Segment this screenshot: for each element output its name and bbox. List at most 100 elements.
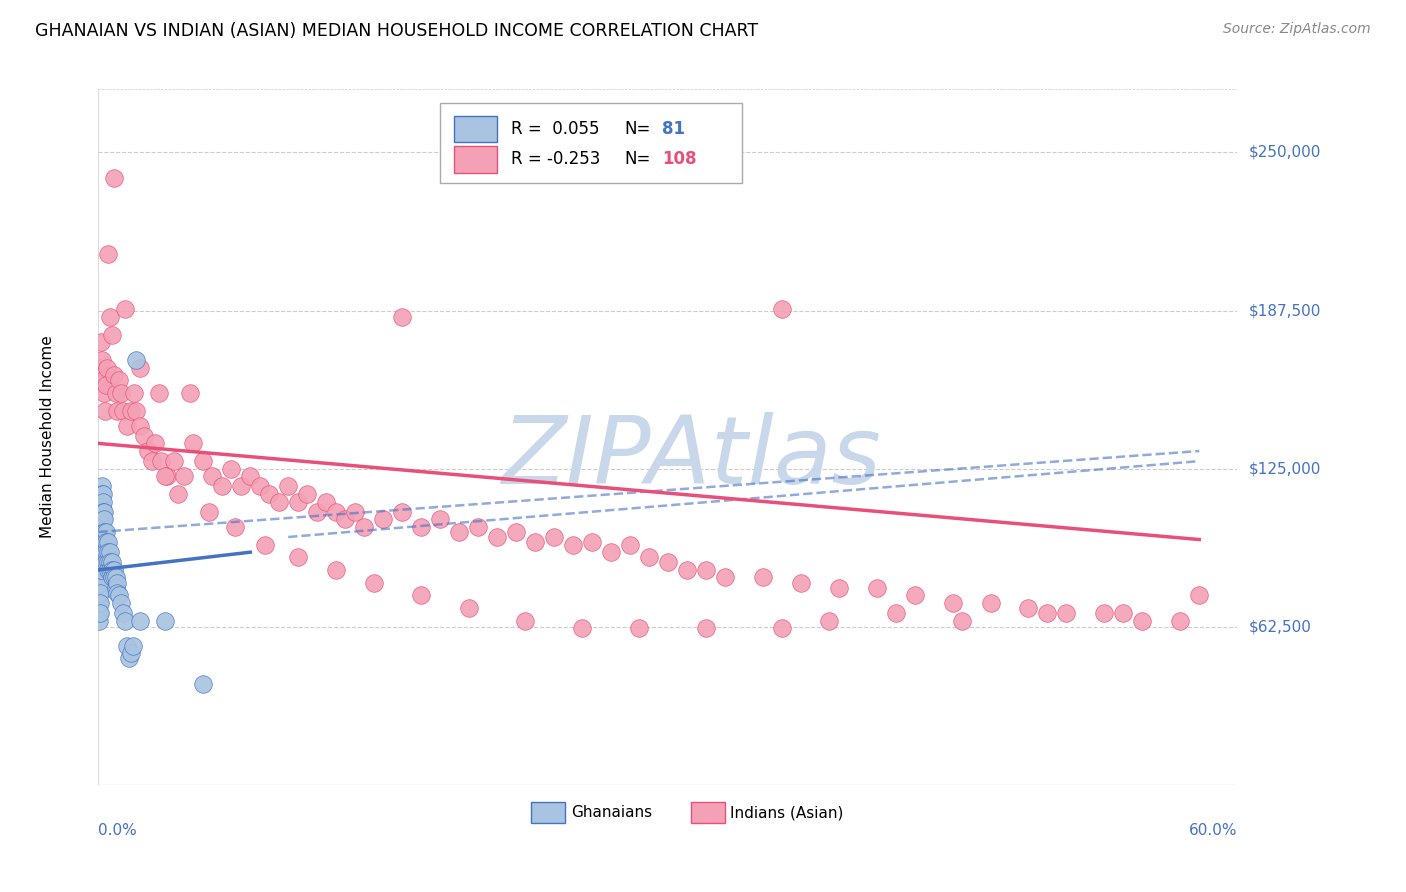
Point [163, 454, 186, 468]
Point [543, 530, 565, 544]
Point [89, 585, 111, 599]
Text: $62,500: $62,500 [1249, 619, 1312, 634]
FancyBboxPatch shape [531, 803, 565, 823]
Point [191, 454, 214, 468]
Point [94, 524, 117, 539]
Point [89, 581, 111, 595]
Point [167, 487, 190, 501]
Point [156, 469, 179, 483]
Point [94, 535, 117, 549]
Point [90, 555, 112, 569]
Point [91, 505, 114, 519]
Point [129, 360, 152, 375]
Point [179, 385, 201, 400]
Point [714, 570, 737, 584]
Point [524, 535, 547, 549]
Point [191, 677, 214, 691]
Point [457, 600, 479, 615]
Point [89, 570, 111, 584]
Point [97, 246, 120, 260]
Point [391, 310, 413, 324]
Point [429, 512, 451, 526]
Point [91, 487, 114, 501]
Text: N=: N= [624, 120, 651, 138]
Point [89, 555, 111, 569]
Point [93, 535, 115, 549]
Point [97, 535, 120, 549]
Point [89, 596, 111, 610]
Point [571, 621, 593, 635]
Point [904, 588, 927, 602]
Point [91, 494, 114, 508]
Point [91, 352, 114, 367]
Point [486, 530, 509, 544]
Point [884, 606, 907, 620]
Point [103, 563, 125, 577]
Text: N=: N= [624, 151, 651, 169]
Point [115, 418, 138, 433]
Point [107, 575, 129, 590]
Point [93, 545, 115, 559]
Point [125, 403, 148, 417]
Point [239, 469, 262, 483]
Point [770, 621, 793, 635]
Point [91, 524, 114, 539]
Point [277, 479, 299, 493]
Point [100, 570, 122, 584]
Point [221, 461, 243, 475]
Point [98, 310, 121, 324]
Point [254, 538, 277, 552]
Point [628, 621, 651, 635]
Point [201, 469, 224, 483]
Text: 81: 81 [662, 120, 685, 138]
Point [1188, 588, 1211, 602]
Point [325, 505, 347, 519]
Point [259, 487, 281, 501]
Point [121, 639, 143, 653]
Point [125, 352, 148, 367]
Point [89, 360, 111, 375]
Point [695, 621, 717, 635]
Point [1112, 606, 1135, 620]
Point [136, 444, 159, 458]
Point [638, 550, 661, 565]
Point [108, 373, 131, 387]
Point [391, 505, 413, 519]
Point [90, 505, 112, 519]
Point [770, 302, 793, 317]
Point [103, 368, 125, 383]
Point [120, 403, 142, 417]
Point [335, 512, 357, 526]
Point [94, 403, 117, 417]
Point [91, 487, 114, 501]
Point [110, 596, 132, 610]
Point [115, 639, 138, 653]
Point [89, 614, 111, 628]
Point [148, 385, 170, 400]
Point [89, 563, 111, 577]
Point [89, 524, 111, 539]
Point [229, 479, 252, 493]
Point [124, 385, 146, 400]
Text: R =  0.055: R = 0.055 [510, 120, 599, 138]
Point [153, 469, 176, 483]
Point [657, 555, 679, 569]
Point [90, 545, 112, 559]
Point [100, 555, 122, 569]
Point [97, 545, 120, 559]
Point [790, 575, 813, 590]
Point [150, 454, 173, 468]
Point [90, 335, 112, 350]
Point [98, 563, 121, 577]
Text: $187,500: $187,500 [1249, 303, 1320, 318]
Point [107, 403, 129, 417]
Point [979, 596, 1001, 610]
Point [411, 520, 433, 534]
Point [866, 581, 889, 595]
Point [1036, 606, 1059, 620]
Point [676, 563, 699, 577]
Point [98, 545, 121, 559]
Point [96, 360, 118, 375]
Point [93, 385, 115, 400]
Point [89, 535, 111, 549]
